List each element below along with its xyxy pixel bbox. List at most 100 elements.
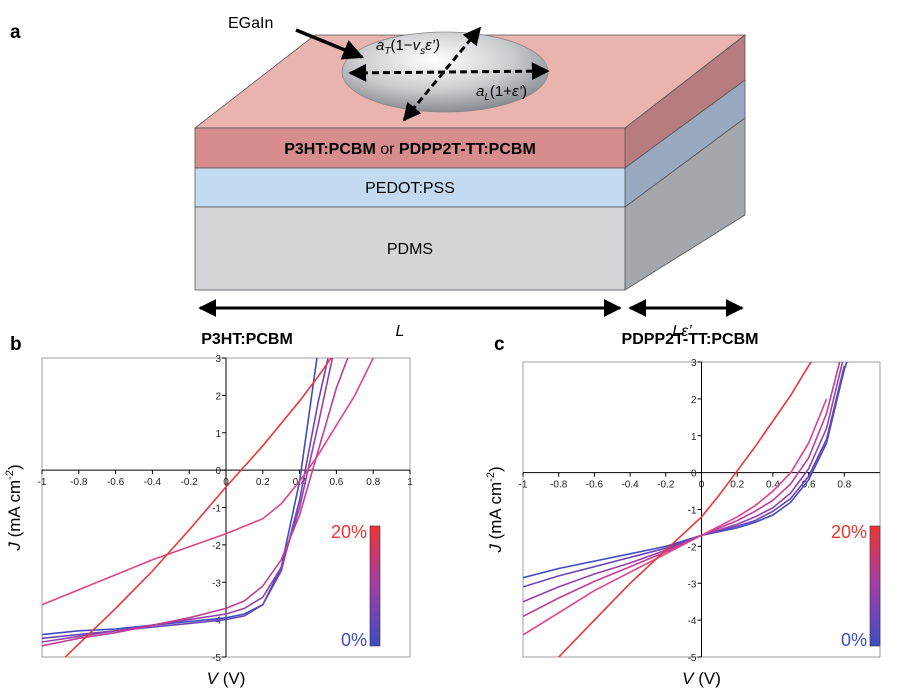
layer-label: PDMS [387, 241, 433, 258]
label-part: ε’) [425, 37, 440, 54]
x-tick-label: 0.2 [256, 477, 270, 488]
x-tick-label: -0.4 [144, 477, 162, 488]
label-part: -2 [4, 470, 16, 480]
y-tick-label: -3 [212, 578, 221, 589]
x-tick-label: -0.2 [181, 477, 199, 488]
jv-curve [523, 398, 828, 636]
y-tick-label: 2 [215, 391, 221, 402]
panel-label: b [10, 334, 22, 355]
layer-label: PEDOT:PSS [365, 180, 455, 197]
jv-curve [523, 362, 848, 579]
y-tick-label: -4 [688, 616, 697, 627]
label-part: (V) [693, 669, 720, 688]
x-tick-label: 0.8 [366, 477, 380, 488]
x-tick-label: -0.6 [586, 480, 604, 491]
colorbar-label: 20% [831, 522, 867, 542]
x-tick-label: 0.2 [730, 480, 744, 491]
label-part: J [486, 544, 505, 554]
label-part: ) [522, 83, 527, 100]
colorbar [869, 525, 881, 647]
y-tick-label: 1 [215, 429, 221, 440]
y-tick-label: -2 [688, 542, 697, 553]
y-tick-label: 2 [691, 395, 697, 406]
length-mark: L [396, 323, 405, 340]
droplet-label: EGaIn [228, 15, 273, 32]
colorbar [369, 525, 381, 647]
y-tick-label: -3 [688, 579, 697, 590]
chart-title: PDPP2T-TT:PCBM [622, 331, 759, 348]
x-tick-label: -0.8 [70, 477, 88, 488]
label-part: T [384, 46, 391, 57]
y-tick-label: 0 [691, 469, 697, 480]
jv-curve [42, 358, 318, 636]
colorbar-label: 0% [341, 630, 367, 650]
y-tick-label: 0 [215, 466, 221, 477]
device-schematic [193, 26, 747, 317]
x-tick-label: -0.6 [107, 477, 125, 488]
jv-curve [523, 362, 844, 603]
label-part: J [5, 542, 24, 552]
jv-curve [42, 358, 374, 606]
y-tick-label: 3 [691, 358, 697, 369]
panel-label: a [10, 22, 21, 43]
y-tick-label: 3 [215, 354, 221, 365]
jv-curve [42, 358, 349, 647]
label-part: PDPP2T-TT:PCBM [399, 141, 536, 158]
y-tick-label: 1 [691, 432, 697, 443]
colorbar-label: 0% [841, 630, 867, 650]
x-tick-label: 0 [223, 477, 229, 488]
label-part: V [682, 669, 695, 688]
y-axis-label: J (mA cm-2) [485, 466, 505, 553]
x-axis-label: V (V) [682, 669, 721, 688]
label-part: v [413, 37, 422, 54]
panel-label: c [494, 334, 505, 355]
x-tick-label: 0 [699, 480, 705, 491]
x-tick-label: -1 [519, 480, 528, 491]
label-part: (mA cm [486, 482, 505, 544]
label-part: -2 [485, 472, 497, 482]
x-tick-label: 1 [407, 477, 413, 488]
x-tick-label: 0.4 [766, 480, 780, 491]
jv-curve [64, 358, 333, 657]
label-part: a [376, 37, 384, 54]
y-tick-label: -5 [688, 653, 697, 664]
y-axis-label: J (mA cm-2) [4, 464, 24, 551]
length-mark: Lε’ [672, 323, 692, 340]
curves [523, 362, 848, 657]
y-tick-label: -1 [212, 504, 221, 515]
y-tick-label: -1 [688, 506, 697, 517]
label-part: (1+ [490, 83, 512, 100]
label-part: V [207, 669, 220, 688]
y-tick-label: -2 [212, 541, 221, 552]
x-tick-label: -1 [38, 477, 47, 488]
chart-title: P3HT:PCBM [201, 331, 293, 348]
layer-label: P3HT:PCBM or PDPP2T-TT:PCBM [284, 141, 536, 158]
jv-curve [42, 358, 334, 643]
label-part: P3HT:PCBM [284, 141, 376, 158]
x-tick-label: -0.4 [621, 480, 639, 491]
curves [42, 358, 374, 657]
label-part: s [420, 46, 425, 57]
y-tick-label: -5 [212, 653, 221, 664]
label-part: L [484, 92, 490, 103]
label-part: a [476, 83, 484, 100]
x-tick-label: 0.6 [329, 477, 343, 488]
label-part: ε’ [512, 83, 523, 100]
length-label: aL(1+ε’) [476, 83, 527, 103]
label-part: or [376, 141, 399, 158]
x-tick-label: 0.8 [837, 480, 851, 491]
x-tick-label: -0.2 [657, 480, 675, 491]
label-part: (1− [390, 37, 412, 54]
label-part: (mA cm [5, 480, 24, 542]
x-tick-label: -0.8 [550, 480, 568, 491]
jv-curve [557, 362, 813, 657]
label-part: (V) [218, 669, 245, 688]
jv-curve [523, 365, 846, 588]
x-tick-label: 0.6 [802, 480, 816, 491]
jv-curve [523, 362, 841, 618]
colorbar-label: 20% [331, 522, 367, 542]
x-axis-label: V (V) [207, 669, 246, 688]
width-label: aT(1−vsε’) [376, 37, 440, 57]
